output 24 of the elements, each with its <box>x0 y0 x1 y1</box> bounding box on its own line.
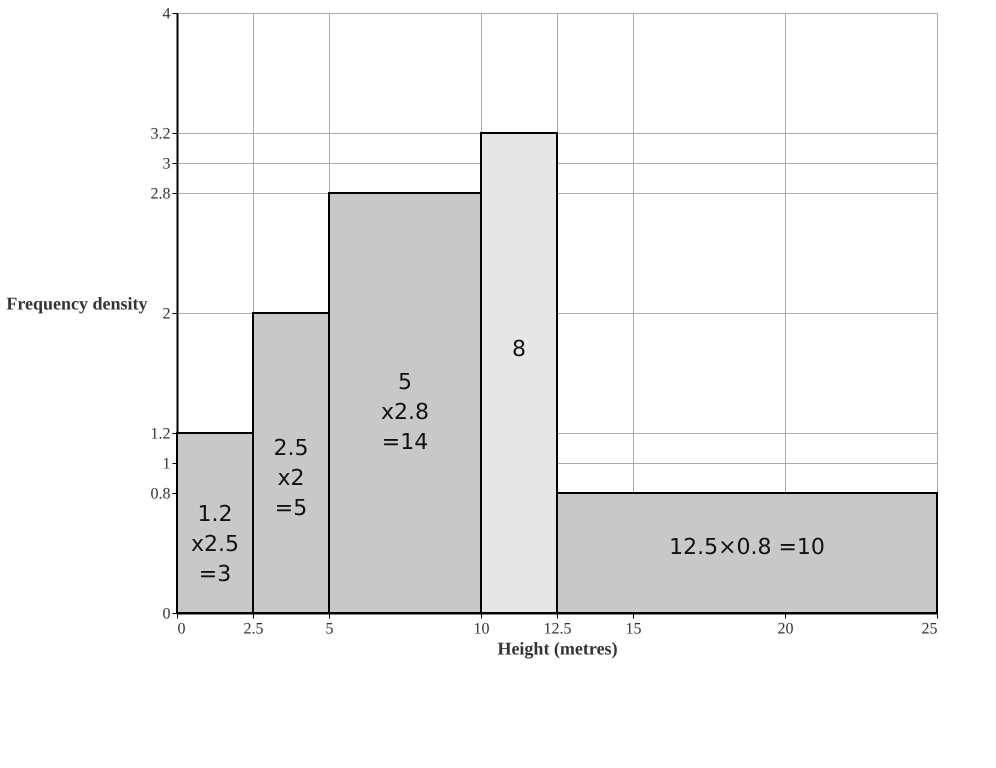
y-axis-title: Frequency density <box>6 294 148 314</box>
x-tick-label: 0 <box>178 620 186 638</box>
annotation: 1.2 x2.5 =3 <box>190 502 240 587</box>
x-tick-label: 12.5 <box>544 620 572 638</box>
y-tick-label: 2.8 <box>150 186 170 202</box>
y-tick-label: 2 <box>162 306 170 322</box>
x-tick-label: 25 <box>922 620 938 638</box>
y-tick-label: 3 <box>162 156 170 172</box>
annotation: 2.5 x2 =5 <box>274 436 308 521</box>
y-tick-label: 0.8 <box>150 486 170 502</box>
x-tick-label: 20 <box>778 620 794 638</box>
y-tick-label: 1 <box>162 456 170 472</box>
x-tick-label: 10 <box>474 620 490 638</box>
annotation: 12.5×0.8 =10 <box>669 535 825 560</box>
annotation: 8 <box>512 337 526 362</box>
x-tick-label: 2.5 <box>244 620 264 638</box>
annotation: 5 x2.8 =14 <box>380 370 430 455</box>
x-tick-label: 15 <box>626 620 642 638</box>
y-tick-label: 4 <box>162 6 170 22</box>
y-tick-label: 1.2 <box>150 426 170 442</box>
y-tick-label: 0 <box>162 606 170 622</box>
x-axis-title: Height (metres) <box>497 638 618 658</box>
x-tick-label: 5 <box>326 620 334 638</box>
y-tick-label: 3.2 <box>150 126 170 142</box>
